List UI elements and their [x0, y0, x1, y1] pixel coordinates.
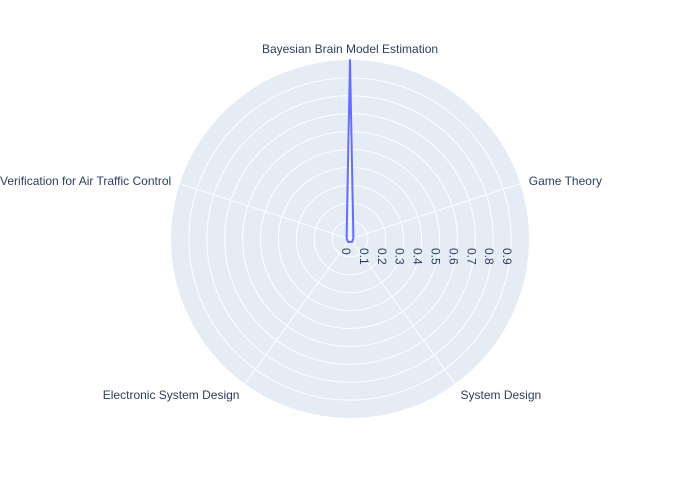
radial-tick-label: 0.9	[500, 248, 514, 265]
category-labels: Bayesian Brain Model Estimation Game Theo…	[0, 42, 602, 402]
category-label: System Design	[461, 388, 542, 402]
radial-tick-label: 0.5	[429, 248, 443, 265]
category-label: Formal Verification for Air Traffic Cont…	[0, 174, 171, 188]
radial-tick-label: 0.3	[393, 248, 407, 265]
radial-tick-label: 0.8	[482, 248, 496, 265]
radial-tick-label: 0.1	[357, 248, 371, 265]
series-line	[345, 59, 355, 243]
angular-gridline	[349, 238, 456, 385]
category-label: Game Theory	[529, 174, 602, 188]
series-layer	[345, 59, 355, 243]
angular-gridline	[349, 183, 521, 240]
angular-gridline	[244, 238, 351, 385]
radial-tick-label: 0.6	[446, 248, 460, 265]
category-label: Bayesian Brain Model Estimation	[262, 42, 438, 56]
radial-tick-label: 0.7	[464, 248, 478, 265]
radial-tick-labels: 0 0.1 0.2 0.3 0.4 0.5 0.6 0.7 0.8 0.9	[339, 248, 514, 265]
category-label: Electronic System Design	[103, 388, 240, 402]
radial-tick-label: 0.4	[411, 248, 425, 265]
radial-tick-label: 0.2	[375, 248, 389, 265]
radial-tick-label: 0	[339, 248, 353, 255]
angular-gridline	[179, 183, 351, 240]
